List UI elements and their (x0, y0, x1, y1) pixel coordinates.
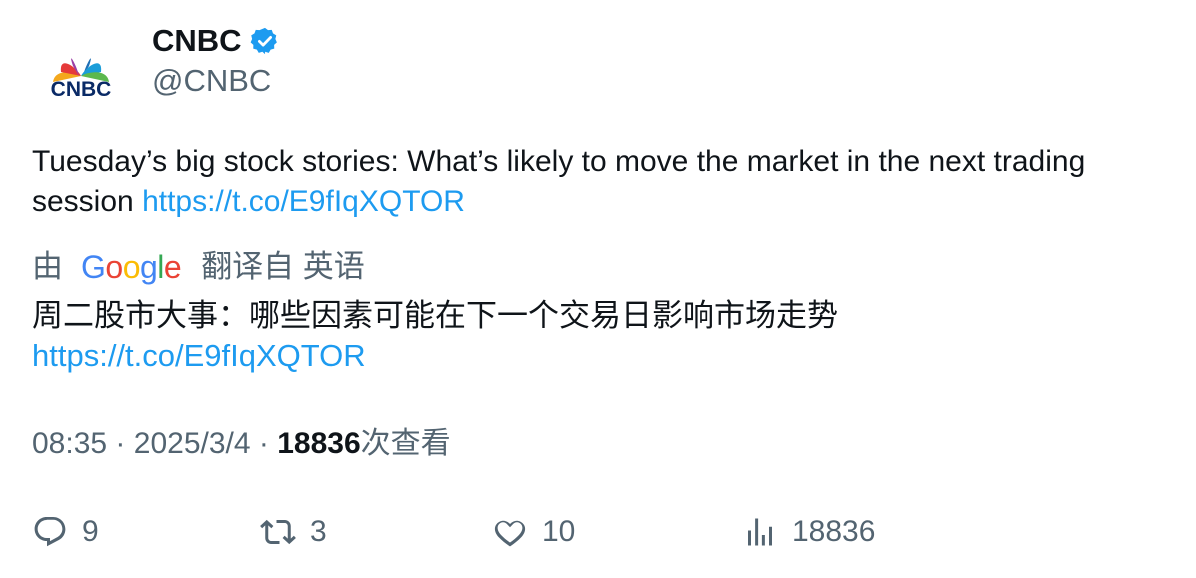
meta-separator-2: · (258, 427, 269, 460)
svg-text:CNBC: CNBC (51, 78, 112, 101)
translated-text: 周二股市大事：哪些因素可能在下一个交易日影响市场走势 https://t.co/… (32, 296, 1172, 376)
author-handle[interactable]: @CNBC (152, 63, 272, 98)
analytics-icon (748, 518, 772, 546)
tweet-time[interactable]: 08:35 (32, 427, 108, 460)
reply-count: 9 (82, 515, 99, 548)
translated-body: 周二股市大事：哪些因素可能在下一个交易日影响市场走势 (32, 298, 838, 333)
view-count: 18836 (277, 427, 361, 460)
retweet-icon (260, 519, 296, 545)
reply-button[interactable]: 9 (32, 510, 99, 554)
action-bar: 9 3 10 18836 (32, 510, 1172, 554)
tweet-date[interactable]: 2025/3/4 (133, 427, 251, 460)
verified-badge-icon (250, 27, 277, 55)
translated-from-label: 翻译自 英语 (201, 249, 365, 284)
google-logo[interactable]: Google (81, 249, 182, 285)
tweet-text: Tuesday’s big stock stories: What’s like… (32, 142, 1172, 222)
views-label: 次查看 (360, 427, 451, 460)
translated-link[interactable]: https://t.co/E9fIqXQTOR (32, 338, 366, 373)
like-button[interactable]: 10 (492, 510, 575, 554)
display-name-text: CNBC (152, 23, 242, 58)
like-count: 10 (542, 515, 576, 548)
tweet-meta: 08:35 · 2025/3/4 · 18836次查看 (32, 424, 451, 464)
retweet-button[interactable]: 3 (260, 510, 327, 554)
translated-by-prefix: 由 (32, 249, 63, 284)
avatar[interactable]: CNBC (33, 26, 129, 122)
heart-icon (494, 520, 526, 547)
cnbc-peacock-logo-icon: CNBC (51, 58, 112, 101)
retweet-count: 3 (310, 515, 327, 548)
views-count: 18836 (792, 515, 876, 548)
tweet-body: Tuesday’s big stock stories: What’s like… (32, 145, 1086, 218)
translated-by: 由 Google 翻译自 英语 (32, 247, 365, 287)
views-button[interactable]: 18836 (742, 510, 875, 554)
author-display-name[interactable]: CNBC (152, 22, 280, 60)
tweet-link[interactable]: https://t.co/E9fIqXQTOR (142, 185, 465, 218)
reply-icon (34, 517, 66, 547)
meta-separator: · (115, 427, 126, 460)
